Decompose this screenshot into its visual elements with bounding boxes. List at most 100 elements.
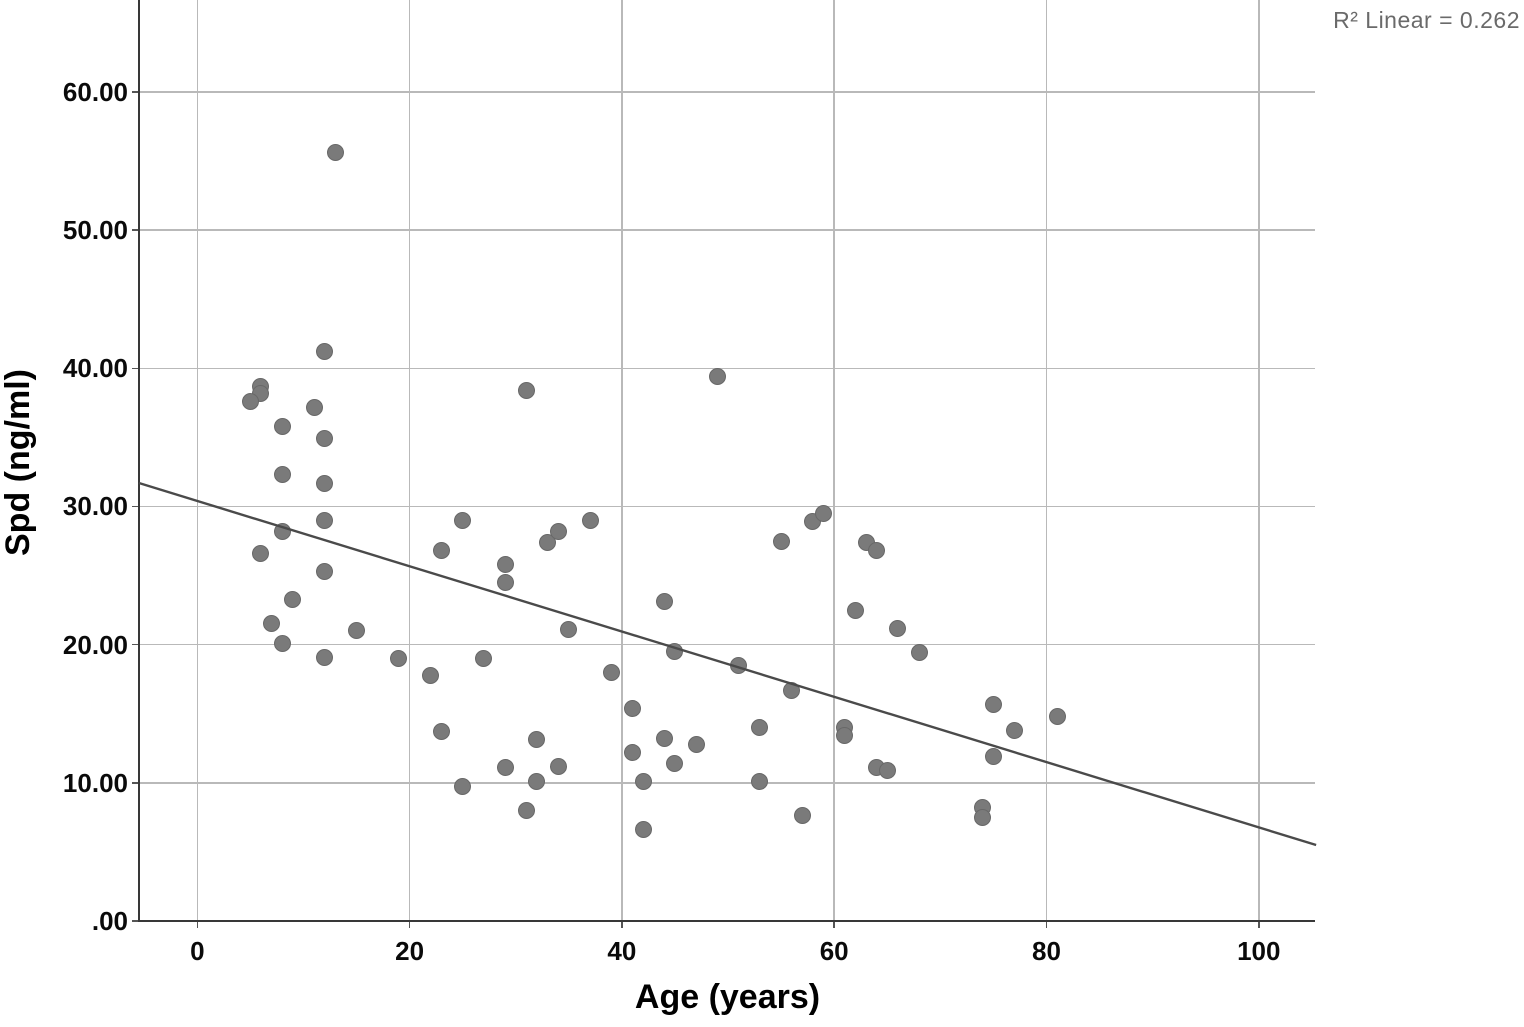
data-point bbox=[878, 761, 896, 779]
data-point bbox=[836, 727, 854, 745]
x-tick-label: 0 bbox=[190, 936, 205, 966]
data-point bbox=[454, 511, 472, 529]
data-point bbox=[984, 748, 1002, 766]
data-point bbox=[305, 398, 323, 416]
data-point bbox=[984, 695, 1002, 713]
data-point bbox=[273, 522, 291, 540]
y-tick-mark bbox=[132, 920, 139, 922]
x-gridline bbox=[408, 0, 411, 921]
data-point bbox=[815, 504, 833, 522]
data-point bbox=[783, 681, 801, 699]
y-tick-label: 60.00 bbox=[62, 76, 128, 107]
y-tick-label: 20.00 bbox=[62, 629, 128, 660]
data-point bbox=[793, 807, 811, 825]
y-tick-label: 50.00 bbox=[62, 215, 128, 246]
data-point bbox=[846, 601, 864, 619]
y-tick-label: 30.00 bbox=[62, 491, 128, 522]
data-point bbox=[528, 731, 546, 749]
y-axis-line bbox=[138, 0, 141, 922]
x-tick-mark bbox=[621, 921, 623, 928]
data-point bbox=[708, 368, 726, 386]
data-point bbox=[772, 532, 790, 550]
data-point bbox=[655, 593, 673, 611]
y-axis-title: Spd (ng/ml) bbox=[0, 369, 37, 557]
y-gridline bbox=[139, 91, 1316, 93]
x-tick-label: 100 bbox=[1237, 936, 1281, 966]
data-point bbox=[868, 542, 886, 560]
data-point bbox=[263, 615, 281, 633]
data-point bbox=[549, 522, 567, 540]
data-point bbox=[666, 754, 684, 772]
data-point bbox=[284, 590, 302, 608]
data-point bbox=[432, 542, 450, 560]
data-point bbox=[475, 649, 493, 667]
x-tick-mark bbox=[408, 921, 411, 928]
x-axis-line bbox=[138, 920, 1316, 923]
data-point bbox=[634, 821, 652, 839]
data-point bbox=[655, 730, 673, 748]
x-tick-mark bbox=[1258, 921, 1260, 928]
data-point bbox=[326, 144, 344, 162]
data-point bbox=[496, 759, 514, 777]
data-point bbox=[496, 556, 514, 574]
data-point bbox=[517, 801, 535, 819]
data-point bbox=[560, 620, 578, 638]
y-tick-mark bbox=[132, 782, 139, 784]
data-point bbox=[390, 649, 408, 667]
x-tick-label: 80 bbox=[1032, 936, 1061, 966]
y-tick-label: 10.00 bbox=[62, 767, 128, 798]
x-tick-mark bbox=[196, 921, 199, 928]
data-point bbox=[432, 723, 450, 741]
y-gridline bbox=[139, 505, 1316, 508]
r-squared-annotation: R² Linear = 0.262 bbox=[1333, 7, 1520, 33]
y-tick-mark bbox=[132, 229, 139, 231]
data-point bbox=[241, 392, 259, 410]
data-point bbox=[730, 656, 748, 674]
y-gridline bbox=[139, 229, 1316, 231]
data-point bbox=[624, 699, 641, 717]
x-tick-mark bbox=[833, 921, 835, 928]
y-tick-mark bbox=[132, 367, 139, 370]
y-tick-label: 40.00 bbox=[62, 353, 128, 384]
data-point bbox=[273, 417, 291, 435]
data-point bbox=[1048, 708, 1066, 725]
y-gridline bbox=[139, 782, 1316, 784]
data-point bbox=[751, 772, 769, 790]
data-point bbox=[1006, 721, 1024, 739]
y-gridline bbox=[139, 367, 1316, 370]
data-point bbox=[624, 743, 641, 761]
x-tick-label: 20 bbox=[395, 936, 425, 966]
x-tick-label: 40 bbox=[607, 936, 637, 966]
data-point bbox=[348, 622, 366, 640]
y-tick-mark bbox=[132, 505, 139, 508]
data-point bbox=[273, 634, 291, 652]
data-point bbox=[252, 544, 270, 562]
data-point bbox=[316, 648, 334, 666]
data-point bbox=[528, 772, 546, 790]
data-point bbox=[889, 619, 907, 637]
data-point bbox=[581, 511, 599, 529]
data-point bbox=[666, 643, 684, 661]
data-point bbox=[496, 573, 514, 591]
x-gridline bbox=[1258, 0, 1260, 921]
data-point bbox=[316, 343, 334, 361]
y-tick-mark bbox=[132, 91, 139, 93]
data-point bbox=[316, 474, 334, 492]
x-gridline bbox=[621, 0, 623, 921]
x-gridline bbox=[833, 0, 835, 921]
y-tick-label: .00 bbox=[91, 906, 128, 936]
x-axis-title: Age (years) bbox=[634, 978, 821, 1016]
data-point bbox=[273, 466, 291, 484]
data-point bbox=[316, 430, 334, 448]
data-point bbox=[422, 666, 440, 684]
data-point bbox=[454, 778, 472, 796]
data-point bbox=[602, 663, 620, 681]
data-point bbox=[974, 808, 992, 826]
data-point bbox=[687, 735, 705, 753]
x-gridline bbox=[196, 0, 199, 921]
data-point bbox=[549, 757, 567, 775]
data-point bbox=[316, 562, 334, 580]
y-tick-mark bbox=[132, 643, 139, 646]
x-tick-mark bbox=[1045, 921, 1048, 928]
